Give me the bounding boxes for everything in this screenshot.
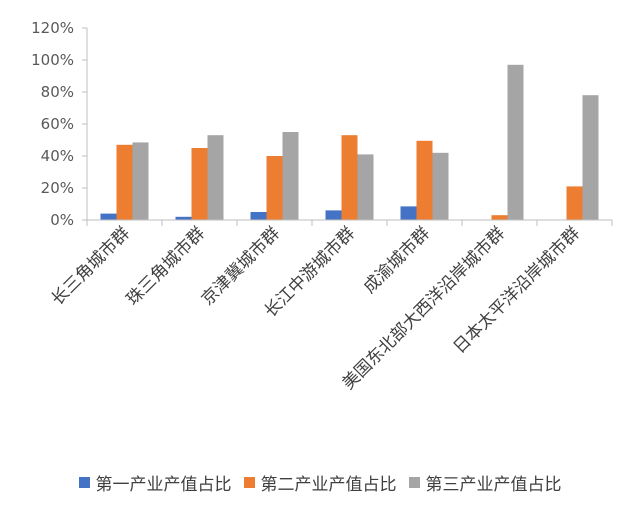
bar-series-3 [207,135,224,220]
bar-series-1 [175,216,192,220]
bars [100,64,599,220]
legend: 第一产业产值占比 第二产业产值占比 第三产业产值占比 [0,469,640,495]
bar-series-3 [132,142,149,220]
y-tick-label: 80% [41,83,74,101]
bar-series-2 [116,144,133,220]
legend-item-primary: 第一产业产值占比 [78,470,232,495]
legend-label: 第三产业产值占比 [425,474,562,495]
category-label: 日本太平洋沿岸城市群 [450,223,584,357]
y-tick-label: 40% [41,147,74,165]
y-axis-ticks: 0% 20% 40% 60% 80% 100% 120% [31,19,74,229]
bar-series-2 [566,186,583,220]
bar-series-2 [191,148,208,220]
y-tick-label: 100% [31,51,74,69]
y-tick-label: 0% [50,211,74,229]
bar-series-2 [491,215,508,220]
bar-series-3 [582,95,599,220]
category-label: 长三角城市群 [48,223,134,309]
bar-series-2 [266,156,283,220]
bar-series-2 [341,135,358,220]
bar-series-2 [416,140,433,220]
bar-series-3 [357,154,374,220]
bar-series-1 [250,212,267,220]
legend-label: 第二产业产值占比 [260,474,397,495]
y-tick-label: 20% [41,179,74,197]
bar-series-1 [325,210,342,220]
bar-series-1 [400,206,417,220]
legend-label: 第一产业产值占比 [95,474,232,495]
category-label: 成渝城市群 [360,223,434,297]
y-tick-label: 60% [41,115,74,133]
legend-item-tertiary: 第三产业产值占比 [408,470,562,495]
legend-swatch [243,476,255,488]
category-label: 珠三角城市群 [123,223,209,309]
legend-swatch [78,476,90,488]
bar-series-3 [432,152,449,220]
legend-item-secondary: 第二产业产值占比 [243,470,397,495]
bar-series-3 [282,132,299,220]
bar-series-1 [100,213,117,220]
axes [82,27,613,226]
bar-series-3 [507,64,524,220]
legend-swatch [408,476,420,488]
y-tick-label: 120% [31,19,74,37]
